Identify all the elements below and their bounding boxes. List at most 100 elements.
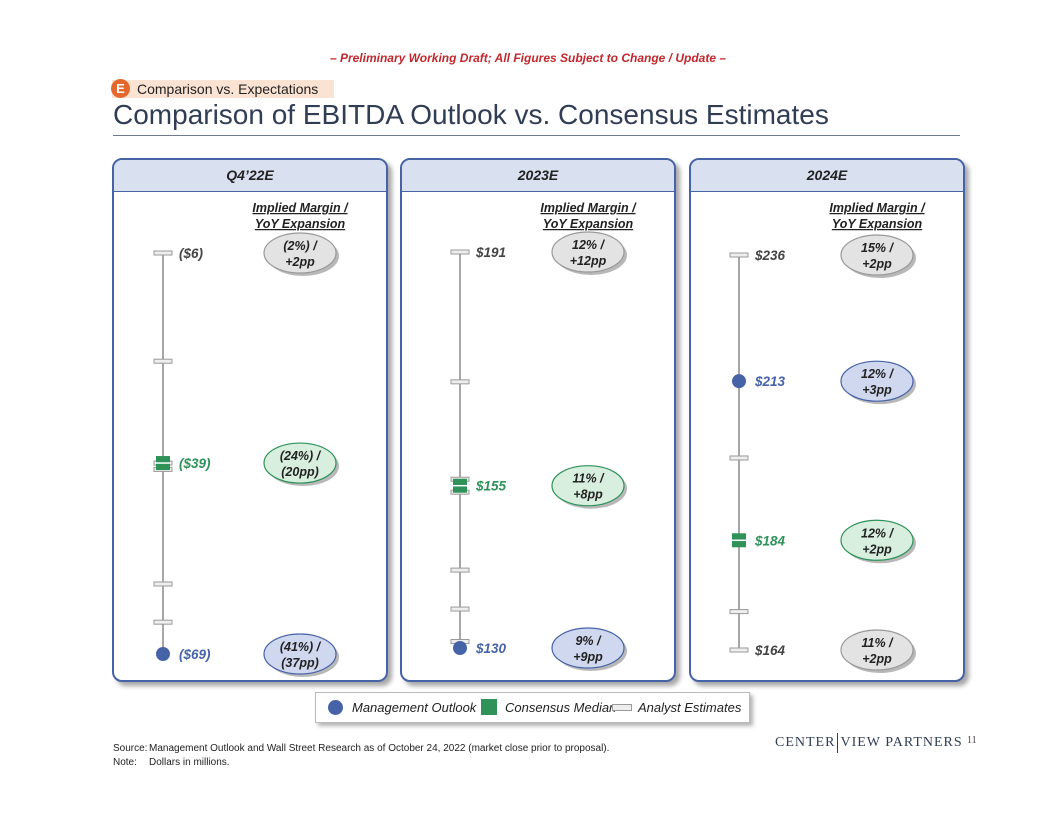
panel-title: Q4’22E [114, 160, 386, 192]
margin-header-line1: Implied Margin / [829, 201, 926, 215]
analyst-estimate-tick [153, 581, 173, 587]
yoy-expansion-value: +9pp [573, 650, 603, 664]
margin-value: 12% / [861, 526, 894, 540]
range-chart-2023e: Implied Margin / YoY Expansion $191 12% / +1… [450, 201, 637, 671]
value-label-management: $213 [754, 374, 786, 389]
margin-value: 11% / [861, 636, 894, 650]
analyst-estimate-tick [729, 455, 749, 461]
margin-bubble-shape [840, 234, 914, 276]
margin-value: 12% / [861, 367, 894, 381]
margin-value: 11% / [572, 472, 605, 486]
margin-bubble-management: 9% / +9pp [551, 627, 627, 671]
value-label-consensus: $184 [754, 533, 786, 548]
margin-header-line1: Implied Margin / [540, 201, 637, 215]
analyst-estimate-tick [450, 379, 470, 385]
margin-bubble-shape [551, 231, 625, 273]
source-note: Source: Management Outlook and Wall Stree… [113, 742, 609, 770]
value-label-management: $130 [475, 641, 507, 656]
margin-bubble-shape [263, 633, 337, 675]
panel-2023e: 2023E Implied Margin / YoY Expansion $191 1… [400, 158, 676, 682]
margin-value: (41%) / [280, 640, 322, 654]
note-label: Note: [113, 757, 137, 768]
range-chart-q4-22e: Implied Margin / YoY Expansion ($6) (2%) / +… [153, 201, 349, 677]
section-label: Comparison vs. Expectations [137, 81, 319, 97]
value-label-consensus: ($39) [179, 456, 211, 471]
section-tag [112, 80, 334, 98]
analyst-estimate-tick [153, 358, 173, 364]
margin-bubble-low: 11% / +2pp [840, 629, 916, 673]
margin-bubble-shape [551, 627, 625, 669]
margin-bubble-shape [263, 442, 337, 484]
page-title: Comparison of EBITDA Outlook vs. Consens… [113, 99, 829, 130]
title-divider [113, 135, 960, 136]
margin-bubble-management: 12% / +3pp [840, 360, 916, 405]
analyst-estimate-tick [153, 619, 173, 625]
margin-bubble-consensus: (24%) / (20pp) [263, 442, 339, 487]
margin-value: (24%) / [280, 449, 322, 463]
section-letter-badge: E [111, 79, 130, 98]
yoy-expansion-value: (37pp) [281, 656, 319, 670]
margin-value: (2%) / [283, 239, 318, 253]
panel-2024e: 2024E Implied Margin / YoY Expansion $236 1… [689, 158, 965, 682]
source-text: Management Outlook and Wall Street Resea… [149, 743, 610, 754]
value-label-management: ($69) [179, 647, 211, 662]
brand-logo: CENTER VIEW PARTNERS [775, 733, 963, 753]
brand-divider [837, 733, 839, 753]
panel-title: 2023E [402, 160, 674, 192]
value-label-high: $236 [754, 248, 786, 263]
legend-consensus: Consensus Median [505, 700, 617, 715]
page-number: 11 [967, 735, 977, 746]
margin-header-line1: Implied Margin / [252, 201, 349, 215]
management-outlook-marker [732, 374, 746, 389]
brand-right: VIEW PARTNERS [840, 735, 963, 751]
margin-bubble-consensus: 11% / +8pp [551, 465, 627, 509]
range-chart-2024e: Implied Margin / YoY Expansion $236 15% / +2… [729, 201, 926, 673]
margin-bubble-management: (41%) / (37pp) [263, 633, 339, 677]
value-label-consensus: $155 [475, 479, 507, 494]
margin-bubble-consensus: 12% / +2pp [840, 519, 916, 564]
analyst-estimate-tick [450, 606, 470, 612]
margin-header-line2: YoY Expansion [543, 217, 634, 231]
margin-bubble-high: (2%) / +2pp [263, 232, 339, 276]
yoy-expansion-value: +2pp [862, 652, 892, 666]
analyst-marker-icon [612, 704, 632, 711]
consensus-marker-icon [481, 699, 497, 715]
yoy-expansion-value: +3pp [862, 383, 892, 397]
margin-bubble-shape [840, 360, 914, 402]
source-label: Source: [113, 743, 148, 754]
analyst-estimate-tick [729, 609, 749, 615]
value-label-high: $191 [475, 245, 506, 260]
yoy-expansion-value: +2pp [285, 255, 315, 269]
analyst-estimate-tick [450, 249, 470, 255]
analyst-estimate-tick [153, 250, 173, 256]
margin-value: 9% / [575, 634, 602, 648]
yoy-expansion-value: +8pp [573, 488, 603, 502]
margin-bubble-shape [840, 519, 914, 561]
note-text: Dollars in millions. [149, 757, 230, 768]
analyst-estimate-tick [450, 567, 470, 573]
panel-q4-22e: Q4’22E Implied Margin / YoY Expansion ($6)… [112, 158, 388, 682]
panel-title: 2024E [691, 160, 963, 192]
chart-legend: Management Outlook Consensus Median Anal… [315, 692, 750, 723]
margin-value: 15% / [861, 241, 894, 255]
margin-header-line2: YoY Expansion [255, 217, 346, 231]
legend-analyst: Analyst Estimates [638, 700, 742, 715]
draft-notice: – Preliminary Working Draft; All Figures… [329, 51, 727, 65]
yoy-expansion-value: +2pp [862, 542, 892, 556]
management-outlook-marker [156, 647, 170, 661]
brand-left: CENTER [775, 735, 836, 751]
margin-value: 12% / [572, 238, 605, 252]
margin-header-line2: YoY Expansion [832, 217, 923, 231]
management-marker-icon [328, 700, 343, 715]
management-outlook-marker [453, 641, 467, 655]
margin-bubble-high: 15% / +2pp [840, 234, 916, 278]
margin-bubble-shape [263, 232, 337, 274]
value-label-low: $164 [754, 643, 786, 658]
yoy-expansion-value: (20pp) [281, 465, 319, 479]
yoy-expansion-value: +2pp [862, 257, 892, 271]
margin-bubble-shape [840, 629, 914, 671]
yoy-expansion-value: +12pp [570, 254, 607, 268]
analyst-estimate-tick [729, 647, 749, 653]
value-label-high: ($6) [179, 246, 204, 261]
legend-management: Management Outlook [352, 700, 477, 715]
